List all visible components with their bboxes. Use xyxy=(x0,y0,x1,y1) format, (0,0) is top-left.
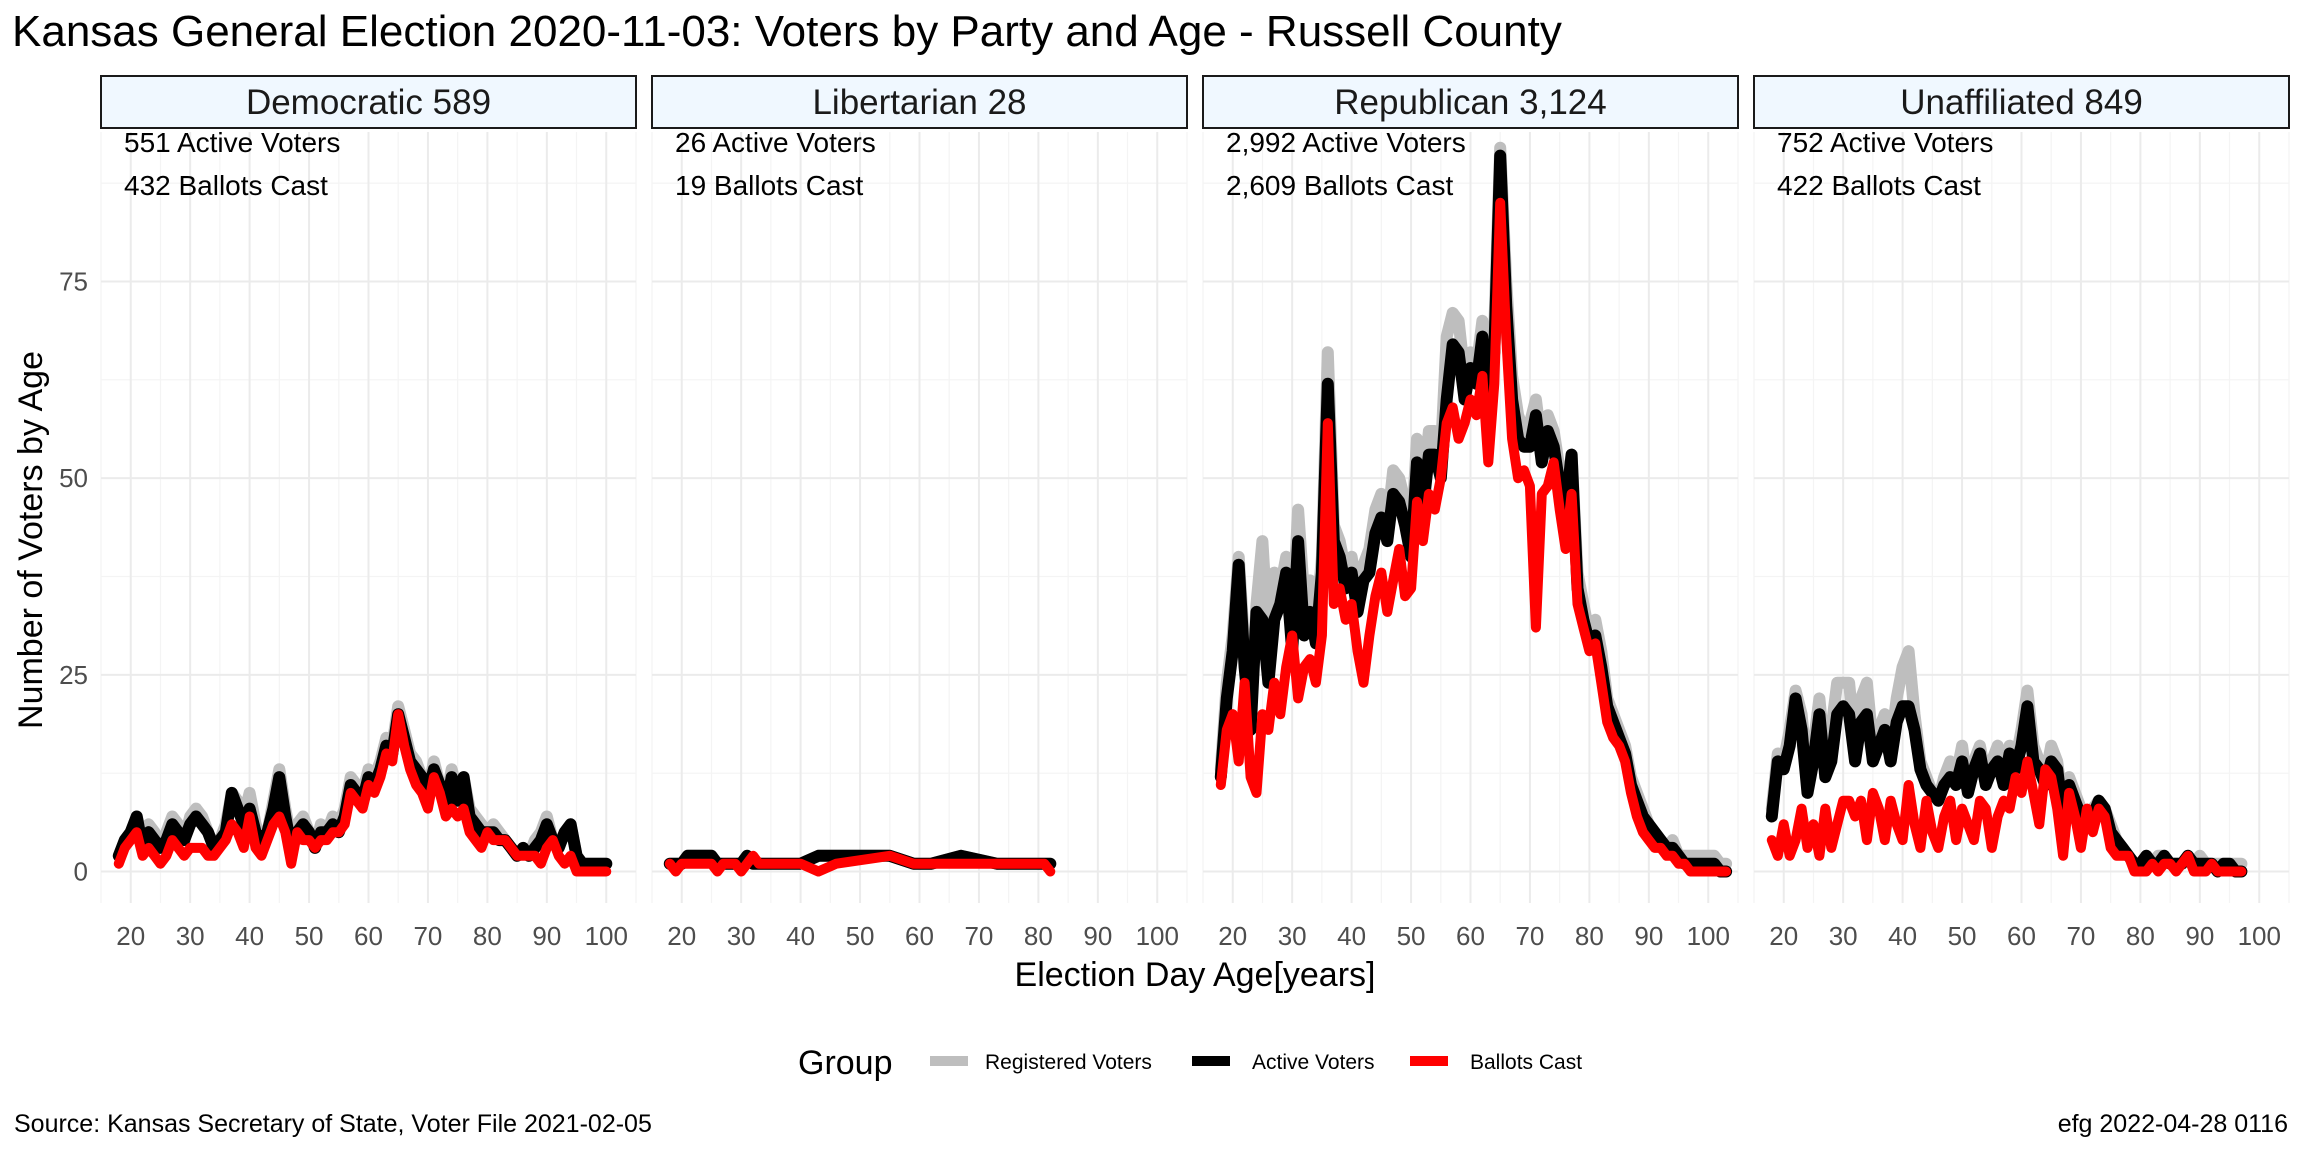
y-axis-ticks: 0 25 50 75 xyxy=(59,266,88,886)
panel-1: Democratic 589 551 Active Voters 432 Ballo… xyxy=(100,75,637,951)
y-axis-label: Number of Voters by Age xyxy=(12,351,50,729)
x-tick-label: 70 xyxy=(2066,921,2095,951)
series-line-active-voters xyxy=(1765,692,2248,878)
active-voters-annotation: 2,992 Active Voters xyxy=(1226,127,1466,158)
chart-title: Kansas General Election 2020-11-03: Vote… xyxy=(12,7,1562,56)
series-line-ballots-cast xyxy=(1766,756,2247,877)
x-tick-label: 50 xyxy=(1948,921,1977,951)
x-tick-label: 100 xyxy=(1136,921,1179,951)
y-tick-label: 75 xyxy=(59,266,88,296)
facet-strip-label: Unaffiliated 849 xyxy=(1900,83,2143,122)
facet-strip xyxy=(1202,75,1739,129)
x-tick-label: 50 xyxy=(295,921,324,951)
x-tick-label: 80 xyxy=(1024,921,1053,951)
legend-label-registered: Registered Voters xyxy=(985,1051,1152,1074)
series-line-registered-voters xyxy=(1214,141,1733,870)
x-tick-label: 30 xyxy=(727,921,756,951)
x-tick-label: 90 xyxy=(1083,921,1112,951)
series-line-ballots-cast xyxy=(1215,197,1732,877)
series-line-ballots-cast xyxy=(113,709,612,877)
x-tick-label: 60 xyxy=(1456,921,1485,951)
x-tick-label: 100 xyxy=(585,921,628,951)
x-tick-label: 40 xyxy=(235,921,264,951)
x-tick-label: 90 xyxy=(532,921,561,951)
series-line-ballots-cast xyxy=(664,850,1056,877)
x-tick-label: 40 xyxy=(1888,921,1917,951)
x-tick-label: 60 xyxy=(905,921,934,951)
legend-item-ballots: Ballots Cast xyxy=(1410,1051,1582,1074)
x-tick-label: 70 xyxy=(964,921,993,951)
active-voters-annotation: 551 Active Voters xyxy=(124,127,340,158)
facet-strip xyxy=(651,75,1188,129)
x-tick-label: 30 xyxy=(176,921,205,951)
y-tick-label: 25 xyxy=(59,660,88,690)
facet-strip xyxy=(1753,75,2290,129)
panel-4: Unaffiliated 849 752 Active Voters 422 Bal… xyxy=(1753,75,2290,951)
ballots-cast-annotation: 19 Ballots Cast xyxy=(675,170,864,201)
legend-item-active: Active Voters xyxy=(1192,1051,1375,1074)
y-tick-label: 0 xyxy=(74,857,88,887)
x-tick-label: 30 xyxy=(1278,921,1307,951)
panel-3: Republican 3,124 2,992 Active Voters 2,609… xyxy=(1202,75,1739,951)
x-tick-label: 70 xyxy=(413,921,442,951)
x-tick-label: 50 xyxy=(1397,921,1426,951)
x-tick-label: 100 xyxy=(1687,921,1730,951)
facet-strip xyxy=(100,75,637,129)
x-tick-label: 90 xyxy=(2185,921,2214,951)
x-tick-label: 30 xyxy=(1829,921,1858,951)
x-tick-label: 80 xyxy=(473,921,502,951)
active-voters-annotation: 752 Active Voters xyxy=(1777,127,1993,158)
x-tick-label: 40 xyxy=(1337,921,1366,951)
x-tick-label: 20 xyxy=(116,921,145,951)
legend-title: Group xyxy=(798,1044,893,1082)
legend-label-active: Active Voters xyxy=(1252,1051,1375,1074)
x-tick-label: 20 xyxy=(667,921,696,951)
caption-credit: efg 2022-04-28 0116 xyxy=(2058,1110,2288,1138)
x-tick-label: 50 xyxy=(846,921,875,951)
x-tick-label: 20 xyxy=(1218,921,1247,951)
x-tick-label: 20 xyxy=(1769,921,1798,951)
facet-strip-label: Libertarian 28 xyxy=(812,83,1026,122)
x-tick-label: 60 xyxy=(354,921,383,951)
y-tick-label: 50 xyxy=(59,463,88,493)
legend-item-registered: Registered Voters xyxy=(930,1051,1152,1074)
x-axis-label: Election Day Age[years] xyxy=(1015,956,1376,994)
panels: Democratic 589 551 Active Voters 432 Ballo… xyxy=(59,75,2290,951)
active-voters-annotation: 26 Active Voters xyxy=(675,127,876,158)
panel-2: Libertarian 28 26 Active Voters 19 Ballots… xyxy=(651,75,1188,951)
legend-label-ballots: Ballots Cast xyxy=(1470,1051,1582,1074)
caption-source: Source: Kansas Secretary of State, Voter… xyxy=(14,1110,652,1138)
x-tick-label: 100 xyxy=(2238,921,2281,951)
facet-strip-label: Democratic 589 xyxy=(246,83,491,122)
ballots-cast-annotation: 422 Ballots Cast xyxy=(1777,170,1981,201)
x-tick-label: 90 xyxy=(1634,921,1663,951)
x-tick-label: 60 xyxy=(2007,921,2036,951)
series-line-active-voters xyxy=(1214,149,1733,878)
facet-strip-label: Republican 3,124 xyxy=(1334,83,1606,122)
x-tick-label: 80 xyxy=(1575,921,1604,951)
x-tick-label: 80 xyxy=(2126,921,2155,951)
legend: Group Registered Voters Active Voters Ba… xyxy=(798,1044,1582,1082)
ballots-cast-annotation: 432 Ballots Cast xyxy=(124,170,328,201)
x-tick-label: 40 xyxy=(786,921,815,951)
x-tick-label: 70 xyxy=(1515,921,1544,951)
ballots-cast-annotation: 2,609 Ballots Cast xyxy=(1226,170,1453,201)
